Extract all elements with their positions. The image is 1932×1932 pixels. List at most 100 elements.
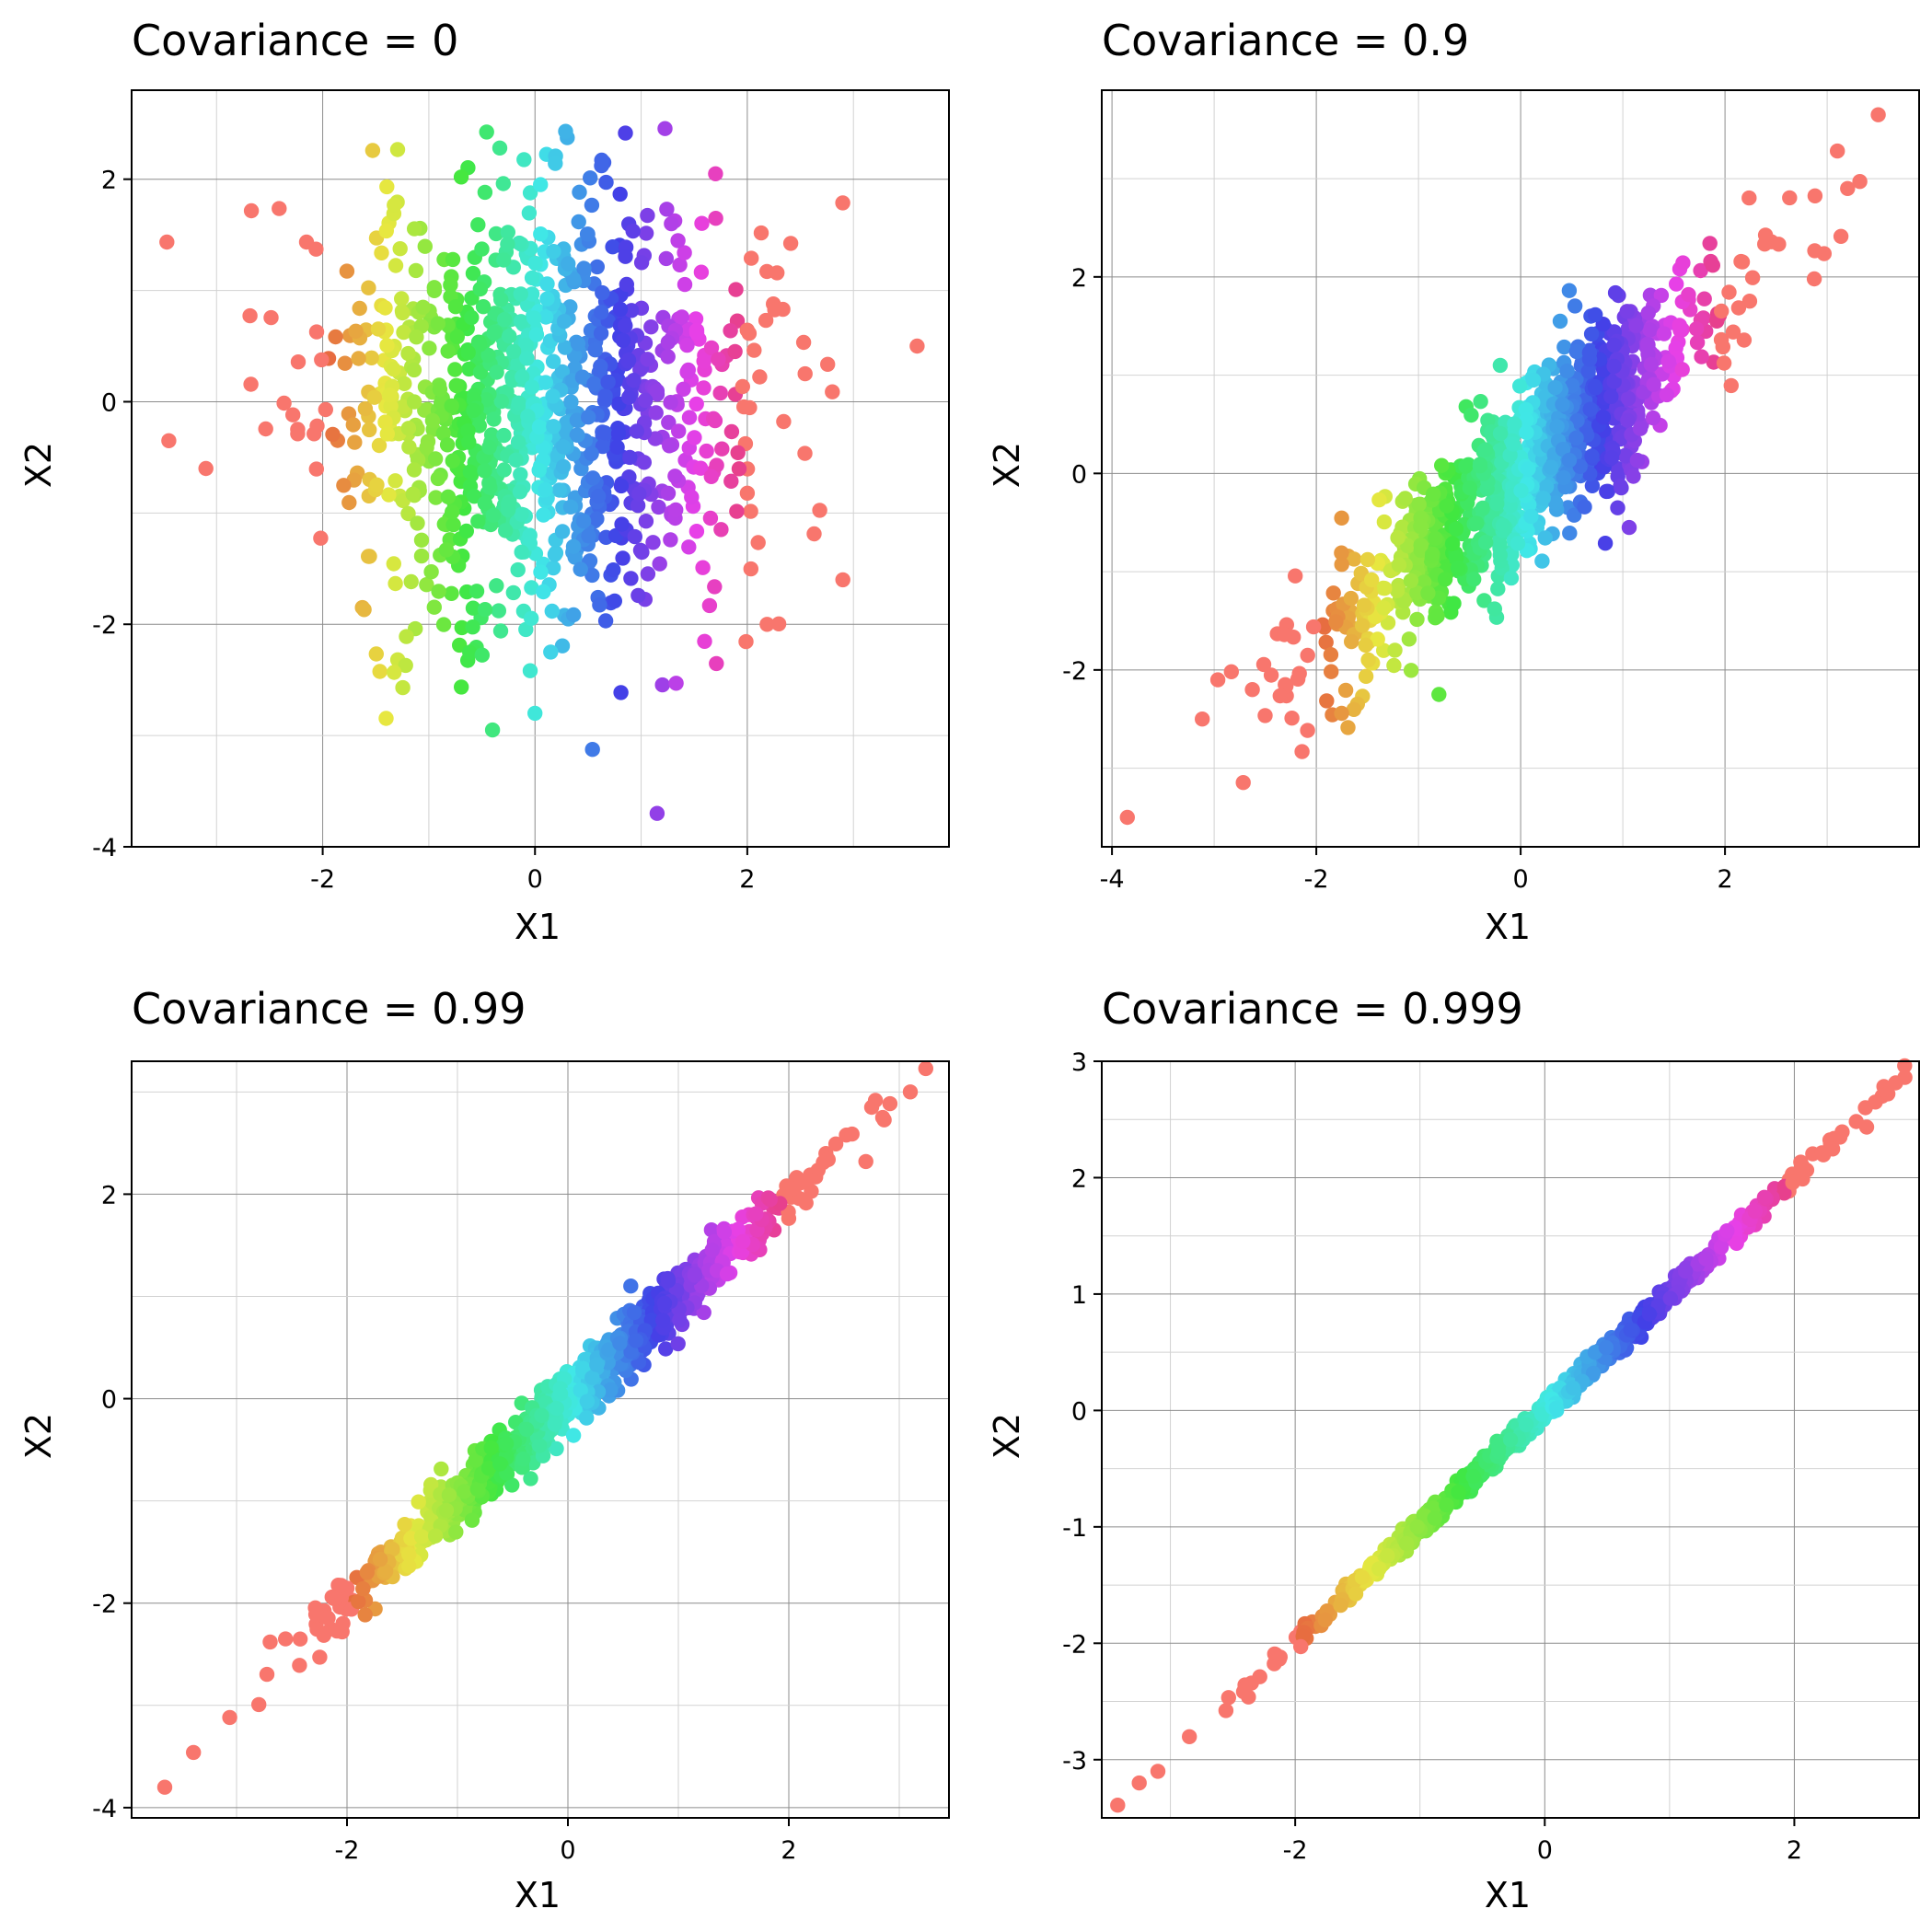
scatter-point <box>554 524 571 539</box>
scatter-point <box>858 1153 873 1170</box>
scatter-point <box>695 560 711 575</box>
scatter-point <box>565 607 582 623</box>
scatter-point <box>1319 693 1335 709</box>
scatter-point <box>513 314 529 330</box>
scatter-point <box>658 250 674 267</box>
scatter-point <box>308 461 324 477</box>
scatter-point <box>660 334 677 350</box>
scatter-point <box>470 217 486 233</box>
scatter-point <box>570 336 586 352</box>
scatter-point <box>1688 321 1705 337</box>
scatter-point <box>1561 283 1578 298</box>
scatter-point <box>471 418 487 434</box>
scatter-point <box>486 411 502 427</box>
scatter-point <box>645 535 661 550</box>
scatter-point <box>1358 668 1374 684</box>
scatter-point <box>630 498 646 514</box>
scatter-point <box>612 301 629 318</box>
scatter-point <box>1610 500 1625 515</box>
scatter-point <box>1340 720 1356 735</box>
scatter-point <box>1489 496 1505 512</box>
scatter-point <box>460 344 476 361</box>
scatter-point <box>909 338 925 354</box>
x-tick-label: 2 <box>1718 865 1733 894</box>
scatter-point <box>1538 479 1555 495</box>
scatter-point <box>863 1099 880 1116</box>
scatter-point <box>770 616 787 631</box>
scatter-point <box>1606 358 1622 375</box>
scatter-point <box>687 1267 703 1283</box>
scatter-point <box>659 202 675 217</box>
scatter-point <box>656 1295 673 1312</box>
points <box>1119 107 1886 826</box>
y-tick-label: 2 <box>101 167 117 195</box>
scatter-point <box>387 665 402 680</box>
scatter-point <box>1785 1174 1800 1191</box>
scatter-point <box>484 722 501 738</box>
scatter-point <box>612 1336 628 1351</box>
scatter-point <box>1565 1380 1581 1396</box>
scatter-point <box>1585 1365 1602 1382</box>
scatter-point <box>458 523 474 539</box>
scatter-point <box>1376 600 1392 616</box>
scatter-point <box>1182 1729 1197 1745</box>
axes: -2 0 2 -3 -2 -1 0 1 2 3 <box>1062 1048 1920 1865</box>
scatter-point <box>510 434 526 450</box>
scatter-point <box>1643 356 1660 373</box>
scatter-point <box>1328 614 1344 630</box>
scatter-point <box>394 291 410 307</box>
scatter-point <box>243 376 259 392</box>
scatter-point <box>1346 551 1362 567</box>
scatter-point <box>409 330 424 345</box>
scatter-point <box>1693 262 1708 279</box>
scatter-point <box>1556 469 1571 486</box>
scatter-point <box>359 1565 375 1580</box>
scatter-point <box>1597 536 1614 551</box>
scatter-point <box>1370 631 1385 647</box>
scatter-point <box>1782 190 1798 206</box>
scatter-point <box>1852 174 1868 190</box>
scatter-point <box>258 421 273 437</box>
scatter-point <box>1469 515 1485 531</box>
scatter-point <box>1696 291 1712 307</box>
scatter-point <box>640 352 655 367</box>
scatter-point <box>728 282 744 297</box>
scatter-point <box>1431 687 1447 702</box>
scatter-point <box>1305 619 1322 635</box>
scatter-point <box>652 556 667 572</box>
scatter-point <box>435 425 451 442</box>
scatter-point <box>527 255 543 272</box>
scatter-point <box>1640 305 1657 321</box>
scatter-point <box>735 1233 751 1250</box>
y-tick-label: -2 <box>1062 1630 1087 1659</box>
scatter-point <box>1364 572 1380 588</box>
scatter-point <box>1642 322 1658 338</box>
scatter-point <box>372 1551 388 1568</box>
scatter-point <box>1833 228 1849 244</box>
scatter-point <box>500 225 515 240</box>
scatter-point <box>426 283 443 298</box>
scatter-point <box>374 245 389 260</box>
scatter-point <box>1325 585 1341 601</box>
scatter-point <box>454 679 469 695</box>
scatter-point <box>481 475 497 491</box>
scatter-point <box>655 1313 671 1328</box>
scatter-point <box>1689 334 1706 351</box>
scatter-point <box>1492 425 1509 442</box>
scatter-point <box>612 186 628 202</box>
scatter-point <box>1807 243 1822 259</box>
scatter-point <box>638 226 654 241</box>
scatter-point <box>470 514 486 529</box>
scatter-point <box>419 440 434 456</box>
y-tick-label: -2 <box>92 1591 117 1619</box>
scatter-point <box>1588 307 1603 323</box>
scatter-point <box>475 299 492 315</box>
scatter-point <box>648 405 664 421</box>
scatter-point <box>395 305 411 321</box>
scatter-point <box>1519 1417 1534 1433</box>
scatter-point <box>1519 412 1534 428</box>
scatter-point <box>479 124 494 140</box>
axes: -2 0 2 -4 -2 0 2 <box>92 89 950 894</box>
scatter-point <box>701 597 718 614</box>
